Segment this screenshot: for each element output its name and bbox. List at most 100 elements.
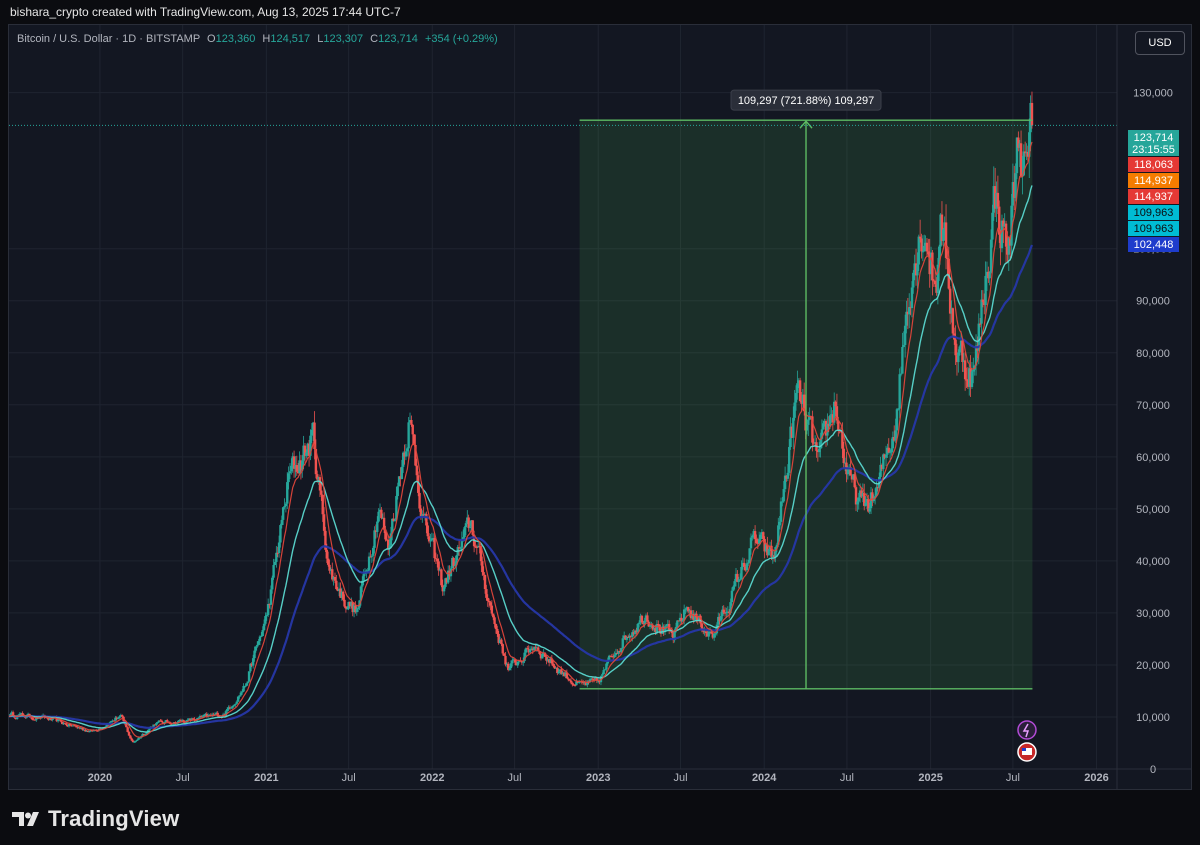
candle-body bbox=[515, 662, 518, 666]
candle-body bbox=[789, 426, 792, 448]
low-value: 123,307 bbox=[323, 33, 364, 45]
candle-body bbox=[738, 579, 742, 581]
candle-body bbox=[1010, 205, 1013, 246]
candle-body bbox=[309, 435, 312, 456]
candle-body bbox=[886, 447, 889, 455]
candle-body bbox=[586, 681, 589, 686]
chart-panel[interactable]: 109,297 (721.88%) 109,297 0 10,000 20,000 30… bbox=[8, 24, 1192, 790]
candle-body bbox=[106, 724, 109, 727]
candle-body bbox=[648, 625, 652, 627]
candle-body bbox=[991, 212, 994, 240]
candle-body bbox=[497, 633, 500, 643]
candle-body bbox=[153, 724, 157, 726]
open-value: 123,360 bbox=[215, 33, 256, 45]
candle-body bbox=[609, 655, 612, 657]
candle-body bbox=[756, 543, 760, 545]
candle-body bbox=[631, 632, 634, 638]
candle-body bbox=[251, 658, 255, 666]
candle-body bbox=[524, 648, 528, 653]
candle-body bbox=[944, 222, 948, 258]
candle-body bbox=[262, 623, 266, 631]
candle-body bbox=[171, 724, 174, 726]
candle-body bbox=[63, 723, 67, 725]
candle-body bbox=[418, 492, 421, 509]
candle-body bbox=[890, 448, 893, 453]
candle-body bbox=[897, 408, 900, 410]
candle-body bbox=[583, 682, 586, 684]
candle-body bbox=[706, 633, 709, 637]
candle-body bbox=[493, 617, 496, 625]
candle-body bbox=[178, 720, 181, 722]
candle-body bbox=[18, 713, 22, 716]
candle-body bbox=[230, 707, 233, 709]
candle-body bbox=[314, 449, 318, 475]
candle-body bbox=[238, 695, 241, 697]
candle-body bbox=[332, 577, 335, 580]
candle-body bbox=[998, 206, 1001, 235]
candle-body bbox=[535, 647, 539, 649]
candle-body bbox=[410, 419, 413, 425]
candle-body bbox=[938, 246, 941, 265]
candle-body bbox=[863, 492, 866, 506]
candle-body bbox=[202, 714, 206, 717]
candle-body bbox=[343, 599, 346, 607]
candle-body bbox=[462, 537, 465, 539]
candle-body bbox=[793, 402, 796, 418]
candle-body bbox=[962, 360, 965, 362]
candle-body bbox=[783, 475, 787, 490]
candle-body bbox=[527, 649, 530, 653]
candle-body bbox=[779, 501, 783, 522]
candle-body bbox=[519, 660, 522, 662]
candle-body bbox=[610, 656, 614, 658]
price-chart[interactable]: 109,297 (721.88%) 109,297 0 10,000 20,000 30… bbox=[9, 25, 1192, 790]
candle-body bbox=[561, 672, 564, 674]
candle-body bbox=[867, 499, 870, 512]
currency-button[interactable]: USD bbox=[1135, 31, 1185, 55]
candle-body bbox=[943, 222, 946, 230]
candle-body bbox=[680, 617, 683, 622]
candle-body bbox=[794, 392, 798, 403]
candle-body bbox=[1013, 182, 1016, 198]
candle-body bbox=[186, 719, 189, 721]
candle-body bbox=[605, 663, 608, 670]
candle-body bbox=[502, 653, 506, 656]
candle-body bbox=[734, 573, 738, 582]
candle-body bbox=[121, 715, 124, 717]
candle-body bbox=[460, 538, 464, 548]
candle-body bbox=[281, 507, 285, 520]
candle-body bbox=[676, 620, 679, 628]
candle-body bbox=[1003, 223, 1006, 227]
price-label-text: 109,963 bbox=[1134, 223, 1174, 235]
candle-body bbox=[24, 716, 27, 718]
candle-body bbox=[520, 661, 524, 663]
candle-body bbox=[275, 552, 278, 562]
candle-body bbox=[781, 501, 784, 503]
candle-body bbox=[316, 474, 319, 480]
candle-body bbox=[354, 605, 357, 613]
candle-body bbox=[500, 639, 503, 645]
candle-body bbox=[737, 579, 740, 582]
candle-body bbox=[346, 608, 349, 610]
candle-body bbox=[371, 547, 375, 556]
candle-body bbox=[350, 602, 353, 607]
candle-body bbox=[957, 352, 960, 363]
candle-body bbox=[748, 548, 751, 563]
candle-body bbox=[546, 659, 549, 661]
candle-body bbox=[258, 636, 262, 642]
candle-body bbox=[201, 716, 204, 718]
candle-body bbox=[21, 713, 24, 716]
candle-body bbox=[183, 721, 187, 724]
candle-body bbox=[133, 741, 136, 743]
candle-body bbox=[152, 724, 155, 728]
candle-body bbox=[317, 477, 320, 480]
candle-body bbox=[983, 301, 986, 305]
candle-body bbox=[523, 652, 526, 662]
candle-body bbox=[295, 465, 298, 472]
candle-body bbox=[89, 729, 93, 732]
candle-body bbox=[775, 544, 779, 548]
candle-body bbox=[335, 580, 338, 590]
candle-body bbox=[736, 573, 739, 582]
candle-body bbox=[751, 535, 754, 538]
candle-body bbox=[614, 652, 618, 656]
high-label: H bbox=[262, 33, 271, 45]
